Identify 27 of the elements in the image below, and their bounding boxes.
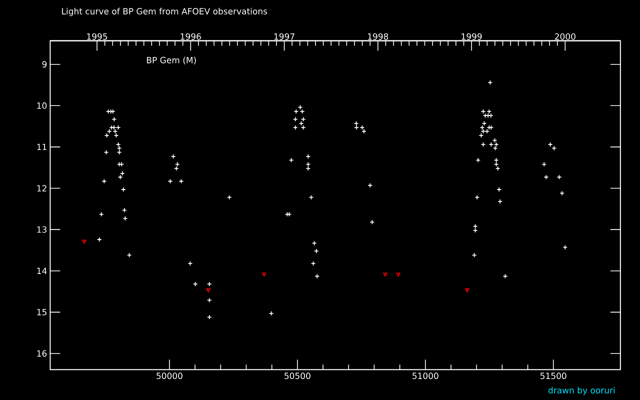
point (383, 272, 388, 277)
text: drawn by ooruri (548, 386, 615, 396)
y-tick-label: 14 (37, 268, 47, 274)
y-tick-label: 10 (37, 102, 47, 109)
point (262, 272, 266, 277)
y-tick-label: 9 (42, 61, 47, 68)
y-tick-label: 16 (37, 350, 47, 357)
point (82, 240, 86, 244)
x-tick-label: 50500 (284, 372, 310, 380)
y-tick-label: 11 (37, 144, 46, 150)
y-tick-label: 15 (37, 309, 46, 316)
x2-tick-label: 1996 (180, 33, 201, 40)
y-tick-label: 13 (37, 226, 46, 233)
y-tick-label: 12 (37, 185, 46, 192)
x2-tick-label: 1998 (368, 33, 388, 40)
point (206, 288, 211, 292)
x-tick-label: 51000 (412, 372, 438, 380)
chart-title: Light curve of BP Gem from AFOEV observations (62, 8, 268, 16)
annotation: BP Gem (M) (147, 56, 196, 64)
point (464, 288, 470, 292)
x2-tick-label: 2000 (554, 33, 576, 40)
x-tick-label: 50000 (156, 372, 182, 380)
point (396, 272, 400, 277)
x2-tick-label: 1999 (462, 33, 482, 40)
x2-tick-label: 1997 (274, 33, 294, 40)
x2-tick-label: 1995 (87, 33, 108, 40)
x-tick-label: 51500 (540, 372, 566, 380)
